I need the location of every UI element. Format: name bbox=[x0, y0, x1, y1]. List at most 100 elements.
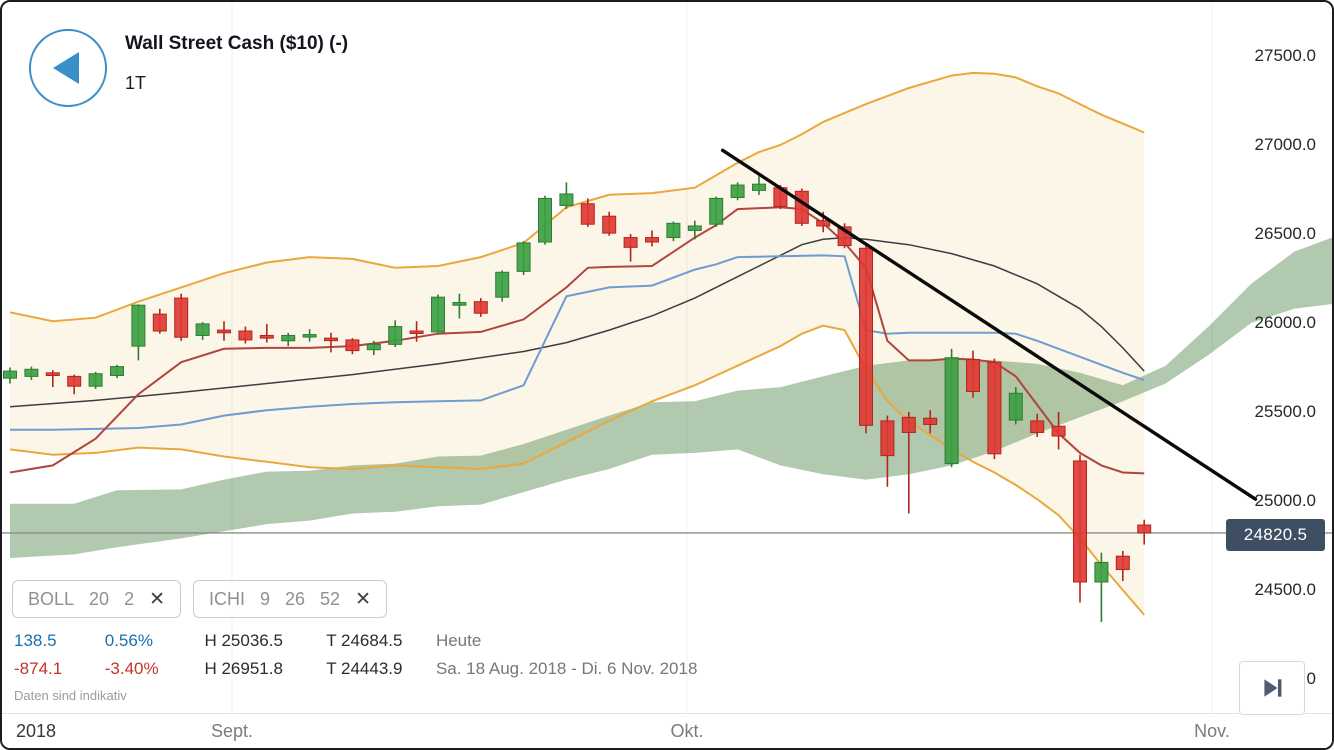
close-icon[interactable]: ✕ bbox=[355, 588, 371, 610]
candle-body bbox=[452, 302, 467, 306]
candle-body bbox=[131, 304, 146, 347]
candle-body bbox=[859, 247, 873, 426]
candle-body bbox=[816, 220, 831, 227]
candle-body bbox=[366, 343, 381, 351]
stats-row-today: 138.5 0.56% H 25036.5 T 24684.5 Heute bbox=[14, 627, 697, 655]
candle-body bbox=[901, 416, 916, 433]
bollinger-fill bbox=[10, 72, 1145, 615]
candle-body bbox=[238, 330, 253, 341]
indicator-name: ICHI bbox=[209, 588, 245, 609]
candle-body bbox=[345, 339, 360, 352]
trend-line-annotation bbox=[720, 148, 1258, 501]
month-label: Nov. bbox=[1194, 721, 1230, 741]
candle-body bbox=[538, 197, 552, 243]
indicator-param: 20 bbox=[89, 588, 110, 609]
today-high: H 25036.5 bbox=[204, 631, 283, 650]
candle-body bbox=[559, 193, 574, 207]
candle-body bbox=[602, 215, 617, 234]
candle-body bbox=[987, 361, 1002, 455]
indicator-param: 26 bbox=[285, 588, 306, 609]
time-axis bbox=[2, 714, 1332, 748]
candle-body bbox=[923, 417, 938, 425]
candle-body bbox=[687, 225, 702, 231]
indicator-chip-boll[interactable]: BOLL 20 2 ✕ bbox=[12, 580, 181, 618]
candle-body bbox=[195, 323, 210, 336]
candle-body bbox=[324, 337, 338, 342]
kijun-line bbox=[10, 254, 1145, 431]
indicator-chips: BOLL 20 2 ✕ ICHI 9 26 52 ✕ bbox=[12, 580, 387, 618]
price-axis-label: 24500.0 bbox=[1254, 580, 1316, 599]
candle-body bbox=[495, 271, 510, 298]
price-axis-label: 26000.0 bbox=[1254, 313, 1316, 332]
candle-body bbox=[730, 184, 745, 199]
month-label: Okt. bbox=[670, 721, 704, 741]
candle-body bbox=[1030, 420, 1045, 433]
candle-body bbox=[666, 222, 681, 239]
candle-body bbox=[709, 197, 724, 225]
today-label: Heute bbox=[435, 631, 482, 650]
bollinger-upper-line bbox=[9, 71, 1145, 323]
price-axis-label: 27500.0 bbox=[1254, 46, 1316, 65]
today-low: T 24684.5 bbox=[326, 631, 403, 650]
period-change-percent: -3.40% bbox=[104, 659, 159, 678]
stats-row-period: -874.1 -3.40% H 26951.8 T 24443.9 Sa. 18… bbox=[14, 655, 697, 683]
stats-panel: 138.5 0.56% H 25036.5 T 24684.5 Heute -8… bbox=[14, 627, 697, 683]
candle-body bbox=[794, 190, 809, 224]
candle-body bbox=[45, 372, 60, 377]
candle-body bbox=[473, 301, 488, 314]
price-axis-label: 27000.0 bbox=[1254, 135, 1316, 154]
indicator-param: 52 bbox=[320, 588, 341, 609]
indicator-name: BOLL bbox=[28, 588, 75, 609]
candle-body bbox=[1115, 555, 1130, 571]
indicator-param: 9 bbox=[260, 588, 271, 609]
candle-body bbox=[281, 334, 296, 342]
candle-body bbox=[3, 370, 17, 379]
month-label: Sept. bbox=[210, 721, 254, 741]
period-date-range: Sa. 18 Aug. 2018 - Di. 6 Nov. 2018 bbox=[435, 659, 698, 678]
candle-body bbox=[88, 373, 103, 387]
candle-body bbox=[880, 420, 895, 457]
candle-body bbox=[516, 242, 531, 272]
period-high: H 26951.8 bbox=[204, 659, 283, 678]
candle-body bbox=[645, 237, 659, 243]
candle-body bbox=[752, 183, 766, 191]
timeframe-label: 1T bbox=[125, 73, 147, 93]
candle-body bbox=[24, 368, 39, 377]
change-absolute: 138.5 bbox=[14, 631, 57, 650]
back-button[interactable] bbox=[29, 29, 107, 107]
candle-body bbox=[966, 358, 980, 393]
current-price-badge: 24820.5 bbox=[1226, 519, 1325, 551]
skip-forward-icon bbox=[1264, 679, 1282, 697]
candle-body bbox=[580, 203, 595, 225]
candle-body bbox=[409, 330, 424, 335]
candle-body bbox=[217, 329, 231, 334]
indicator-chip-ichi[interactable]: ICHI 9 26 52 ✕ bbox=[193, 580, 387, 618]
candle-body bbox=[67, 375, 82, 387]
candle-body bbox=[259, 334, 274, 339]
candle-body bbox=[1094, 561, 1109, 583]
close-icon[interactable]: ✕ bbox=[149, 588, 165, 610]
disclaimer-text: Daten sind indikativ bbox=[14, 688, 127, 703]
back-icon bbox=[52, 52, 79, 84]
year-label: 2018 bbox=[16, 721, 57, 741]
skip-forward-button[interactable] bbox=[1239, 661, 1305, 715]
price-axis-label: 25500.0 bbox=[1254, 402, 1316, 421]
candle-body bbox=[1051, 425, 1066, 437]
bollinger-lower-line bbox=[9, 324, 1145, 616]
candle-body bbox=[944, 357, 959, 465]
candle-body bbox=[110, 366, 124, 377]
candle-body bbox=[174, 297, 189, 338]
change-percent: 0.56% bbox=[104, 631, 153, 650]
bottom-divider bbox=[2, 713, 1332, 714]
candle-body bbox=[623, 237, 638, 248]
period-change-absolute: -874.1 bbox=[14, 659, 63, 678]
candle-body bbox=[1137, 524, 1152, 534]
candle-body bbox=[1008, 392, 1023, 421]
price-axis-label: 26500.0 bbox=[1254, 224, 1316, 243]
candle-body bbox=[431, 296, 445, 333]
candle-body bbox=[152, 313, 167, 332]
indicator-param: 2 bbox=[124, 588, 135, 609]
ichimoku-cloud bbox=[10, 237, 1332, 558]
